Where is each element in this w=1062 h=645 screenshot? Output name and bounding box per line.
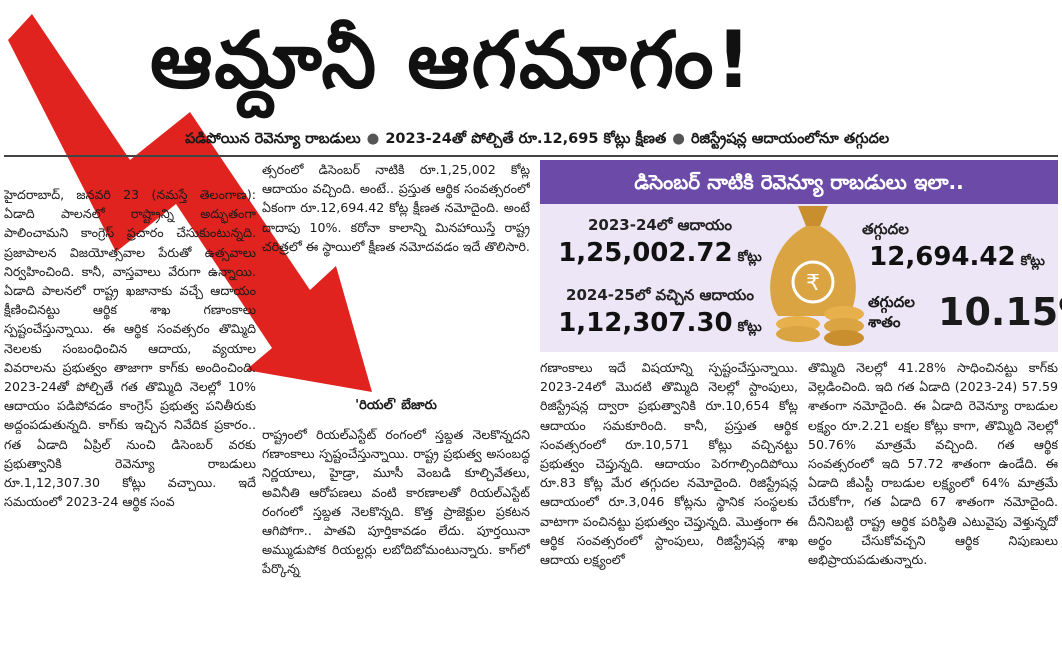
infobox-title: డిసెంబర్ నాటికి రెవెన్యూ రాబడులు ఇలా.. bbox=[540, 160, 1058, 204]
bullet-icon: ● bbox=[672, 131, 685, 147]
stat-value: 1,25,002.72 bbox=[558, 238, 733, 268]
decline-percent-value: 10.15% bbox=[938, 290, 1062, 334]
red-down-arrow bbox=[8, 14, 372, 392]
svg-text:₹: ₹ bbox=[806, 271, 820, 296]
income-2024-25: 2024-25లో వచ్చిన ఆదాయం 1,12,307.30 కోట్ల… bbox=[550, 286, 770, 338]
stat-unit: కోట్లు bbox=[737, 250, 762, 265]
stat-unit: కోట్లు bbox=[737, 320, 762, 335]
stat-label: 2024-25లో వచ్చిన ఆదాయం bbox=[566, 286, 754, 304]
income-2023-24: 2023-24లో ఆదాయం 1,25,002.72 కోట్లు bbox=[550, 216, 770, 268]
section-subhead: 'రియల్' బేజారు bbox=[355, 398, 437, 413]
article-column-2b: రాష్ట్రంలో రియల్‌ఎస్టేట్ రంగంలో స్తబ్దత … bbox=[262, 427, 530, 577]
divider bbox=[4, 155, 1058, 157]
bullet-icon: ● bbox=[366, 131, 380, 147]
stat-value: 12,694.42 bbox=[869, 242, 1016, 272]
article-column-4: తొమ్మిది నెలల్లో 41.28% సాధించినట్టు కాగ… bbox=[808, 360, 1058, 568]
headline: ఆమ్దానీ ఆగమాగం! bbox=[150, 16, 754, 106]
stat-unit: కోట్లు bbox=[1020, 254, 1045, 269]
stat-value: 1,12,307.30 bbox=[558, 308, 733, 338]
subheadline-item: పడిపోయిన రెవెన్యూ రాబడులు bbox=[185, 131, 361, 147]
subheadline-item: 2023-24తో పోల్చితే రూ.12,695 కోట్లు క్షీ… bbox=[385, 131, 667, 147]
article-column-3: గణాంకాలు ఇదే విషయాన్ని స్పష్టంచేస్తున్నా… bbox=[540, 360, 798, 568]
subheadline-item: రిజిస్ట్రేషన్ల ఆదాయంలోనూ తగ్గుదల bbox=[690, 131, 890, 147]
decline-percent-label: తగ్గుదల శాతం bbox=[868, 293, 915, 331]
article-column-1: హైదరాబాద్, జనవరి 23 (నమస్తే తెలంగాణ): ఏడ… bbox=[4, 187, 256, 510]
stat-label: 2023-24లో ఆదాయం bbox=[588, 216, 732, 234]
article-column-2: త్సరంలో డిసెంబర్ నాటికి రూ.1,25,002 కోట్… bbox=[262, 162, 530, 254]
subheadline: పడిపోయిన రెవెన్యూ రాబడులు ● 2023-24తో పోల్… bbox=[185, 126, 1057, 152]
money-bag-icon: ₹ bbox=[770, 206, 864, 346]
decline-amount: తగ్గుదల 12,694.42 కోట్లు bbox=[862, 220, 1052, 272]
stat-label: తగ్గుదల bbox=[862, 220, 909, 238]
